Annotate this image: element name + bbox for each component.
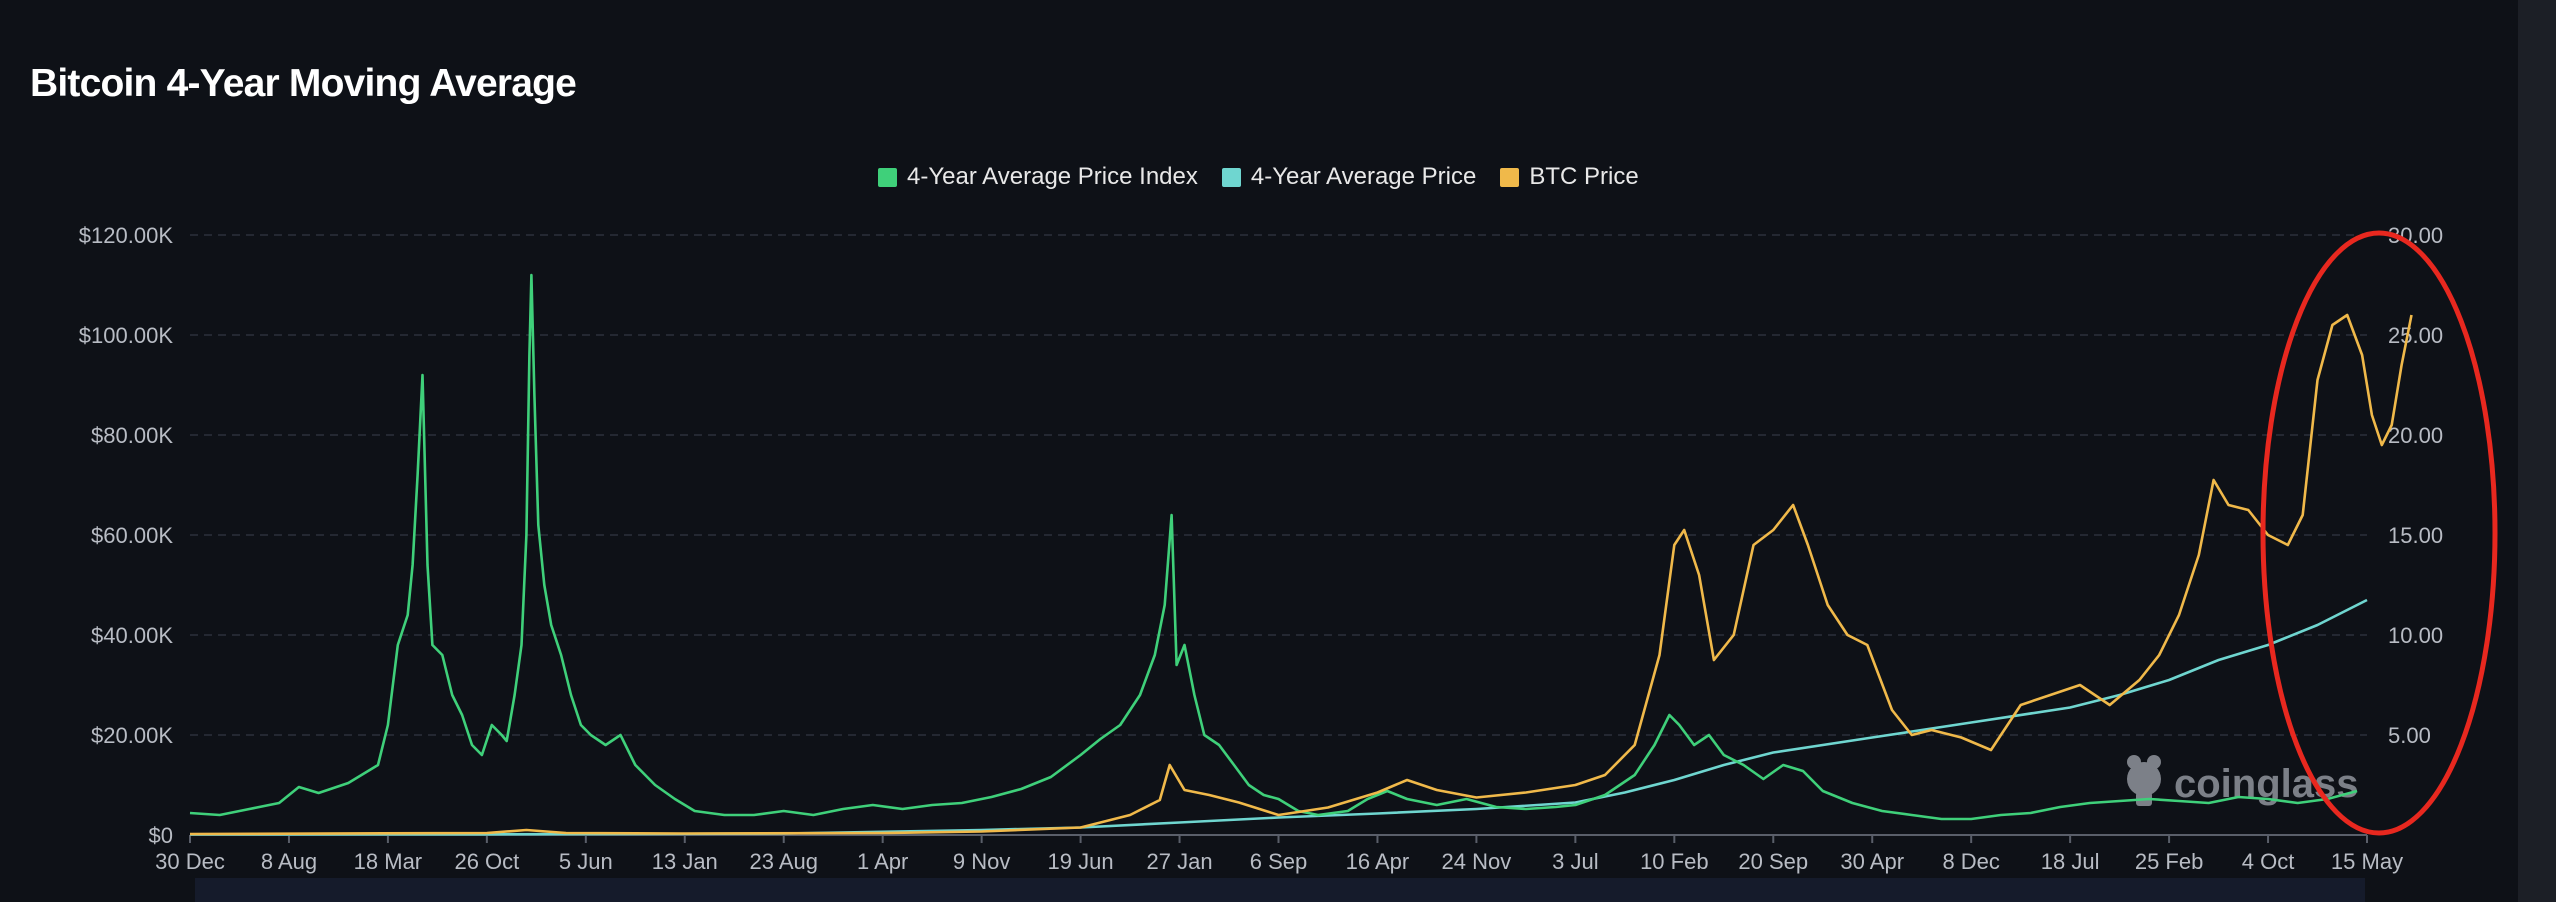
- x-tick-label: 8 Aug: [261, 849, 317, 874]
- x-tick-label: 16 Apr: [1346, 849, 1410, 874]
- range-selector-bar[interactable]: [195, 878, 2365, 902]
- legend-label-btc: BTC Price: [1529, 163, 1639, 190]
- y-left-tick-label: $0: [149, 823, 173, 848]
- x-tick-label: 15 May: [2331, 849, 2403, 874]
- page-title: Bitcoin 4-Year Moving Average: [30, 62, 577, 105]
- x-tick-label: 25 Feb: [2135, 849, 2204, 874]
- y-right-tick-label: 20.00: [2388, 423, 2443, 448]
- legend-swatch-index: [878, 167, 897, 187]
- chart-legend: 4-Year Average Price Index 4-Year Averag…: [878, 163, 1639, 191]
- y-left-tick-label: $100.00K: [79, 323, 174, 348]
- y-left-tick-label: $60.00K: [91, 523, 173, 548]
- x-tick-label: 3 Jul: [1552, 849, 1598, 874]
- x-tick-label: 30 Dec: [155, 849, 225, 874]
- y-left-tick-label: $120.00K: [79, 223, 174, 248]
- annotation-circle: [2260, 230, 2498, 836]
- legend-item-btc[interactable]: BTC Price: [1500, 163, 1639, 191]
- x-tick-label: 6 Sep: [1250, 849, 1308, 874]
- data-series: [189, 273, 2413, 836]
- x-tick-label: 13 Jan: [652, 849, 718, 874]
- legend-swatch-average: [1221, 167, 1241, 187]
- legend-swatch-btc: [1500, 167, 1520, 187]
- x-axis: 30 Dec 8 Aug 18 Mar 26 Oct 5 Jun 13 Jan 23 Aug…: [155, 835, 2403, 874]
- x-tick-label: 26 Oct: [454, 849, 519, 874]
- x-tick-label: 8 Dec: [1942, 849, 1999, 874]
- x-tick-label: 18 Mar: [354, 849, 422, 874]
- x-tick-label: 24 Nov: [1442, 849, 1512, 874]
- y-left-tick-label: $40.00K: [91, 623, 173, 648]
- x-tick-label: 9 Nov: [953, 849, 1010, 874]
- grid-lines: [190, 234, 2367, 836]
- y-right-tick-label: 25.00: [2388, 323, 2443, 348]
- series-line-index: [189, 273, 2358, 821]
- right-edge-panel: [2518, 0, 2556, 902]
- x-tick-label: 27 Jan: [1147, 849, 1213, 874]
- legend-label-index: 4-Year Average Price Index: [907, 163, 1198, 190]
- y-axis-left: $0 $20.00K $40.00K $60.00K $80.00K $100.00K $1…: [79, 223, 174, 848]
- x-tick-label: 5 Jun: [559, 849, 613, 874]
- y-right-tick-label: 10.00: [2388, 623, 2443, 648]
- y-right-tick-label: 5.00: [2388, 723, 2431, 748]
- x-tick-label: 23 Aug: [749, 849, 818, 874]
- series-line-btc: [189, 313, 2413, 836]
- x-tick-label: 4 Oct: [2242, 849, 2295, 874]
- y-right-tick-label: 15.00: [2388, 523, 2443, 548]
- x-tick-label: 30 Apr: [1840, 849, 1904, 874]
- x-tick-label: 10 Feb: [1640, 849, 1709, 874]
- y-left-tick-label: $80.00K: [91, 423, 173, 448]
- x-tick-label: 18 Jul: [2041, 849, 2100, 874]
- legend-label-average: 4-Year Average Price: [1250, 163, 1477, 190]
- x-tick-label: 20 Sep: [1738, 849, 1808, 874]
- y-left-tick-label: $20.00K: [91, 723, 173, 748]
- x-tick-label: 1 Apr: [857, 849, 908, 874]
- legend-item-index[interactable]: 4-Year Average Price Index: [878, 163, 1198, 191]
- x-tick-label: 19 Jun: [1048, 849, 1114, 874]
- legend-item-average[interactable]: 4-Year Average Price: [1221, 163, 1477, 191]
